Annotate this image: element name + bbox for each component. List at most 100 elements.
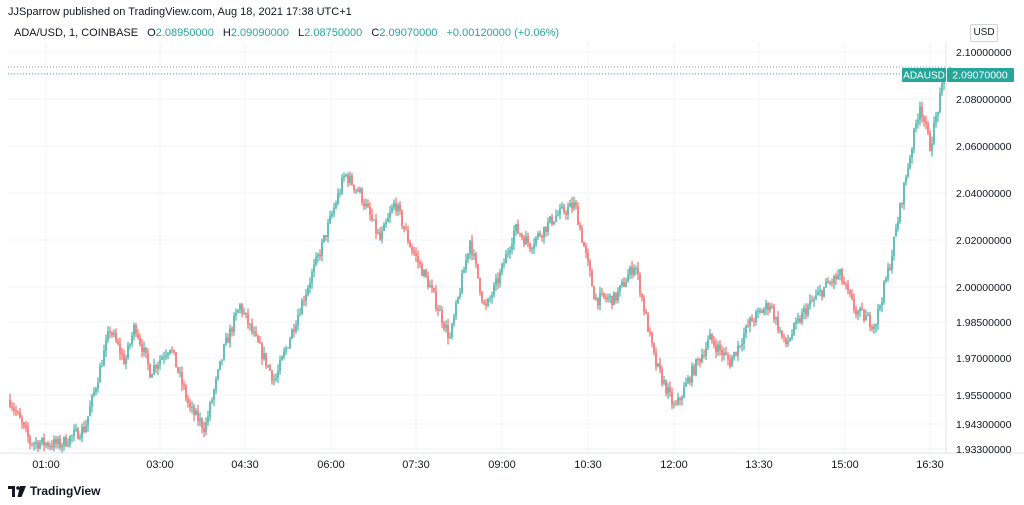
candle-body [917,119,919,124]
candle-body [81,426,83,438]
candle-body [503,263,505,265]
candle-body [35,441,37,444]
candle-body [155,365,157,369]
candle-body [769,306,771,311]
candle-body [899,203,901,222]
currency-button[interactable]: USD [970,24,998,42]
candle-body [449,337,451,339]
candle-body [679,397,681,400]
legend-high: 2.09090000 [230,27,289,39]
candle-body [921,106,923,118]
candle-body [209,402,211,417]
candle-body [649,331,651,333]
candle-body [463,269,465,274]
axes [0,42,1024,454]
price-tick-label: 2.04000000 [956,188,1012,200]
candle-body [939,92,941,113]
candle-body [507,252,509,254]
candle-body [833,275,835,284]
candle-body [843,281,845,285]
candle-body [343,176,345,178]
candle-body [853,298,855,311]
candle-body [745,325,747,334]
candle-body [307,287,309,295]
candle-body [779,330,781,332]
candle-body [659,363,661,370]
candle-body [51,445,53,448]
candle-body [207,416,209,423]
candle-body [515,223,517,231]
candle-body [541,235,543,238]
grid [8,42,946,453]
candle-body [31,443,33,445]
candle-body [589,261,591,271]
candle-body [545,226,547,232]
candle-body [115,333,117,341]
candle-body [753,321,755,323]
candle-body [829,282,831,284]
candle-body [393,203,395,208]
candle-body [193,406,195,416]
candle-body [279,360,281,371]
candle-body [671,392,673,405]
candle-body [581,228,583,243]
candle-body [801,312,803,323]
candle-body [841,269,843,282]
candle-body [807,305,809,315]
candle-body [145,347,147,354]
candle-body [57,438,59,444]
candle-body [23,422,25,426]
candle-body [539,233,541,236]
candle-body [711,333,713,341]
candle-body [363,202,365,207]
candle-body [471,240,473,256]
candle-body [383,224,385,231]
candle-body [663,380,665,384]
candle-body [275,377,277,380]
candle-body [125,358,127,364]
candle-body [289,338,291,348]
candle-body [923,117,925,122]
candle-body [49,445,51,447]
candle-body [67,444,69,446]
time-axis[interactable]: 01:00 03:00 04:30 06:00 07:30 09:00 10:30 12:00… [32,459,944,471]
candle-body [855,310,857,315]
candle-body [377,232,379,234]
candle-body [743,333,745,344]
candle-body [195,410,197,416]
candle-body [907,168,909,177]
candle-body [767,303,769,311]
candle-body [309,283,311,288]
price-tick-label: 2.00000000 [956,282,1012,294]
candle-body [111,332,113,336]
candle-body [765,303,767,310]
candle-body [633,268,635,275]
candle-body [101,365,103,367]
candle-body [273,379,275,381]
candle-body [699,359,701,362]
candle-body [703,354,705,356]
candle-body [531,248,533,250]
candle-body [291,329,293,339]
price-tick-label: 2.02000000 [956,235,1012,247]
candle-body [161,357,163,360]
price-axis[interactable]: 2.10000000 2.08000000 2.06000000 2.04000000… [956,47,1012,456]
candle-body [175,352,177,368]
candle-body [77,428,79,439]
candle-body [669,387,671,393]
candle-body [233,315,235,332]
candle-body [431,285,433,288]
candle-body [605,297,607,300]
candle-body [55,439,57,444]
candle-body [91,395,93,407]
candle-body [283,351,285,357]
candle-body [567,207,569,215]
candle-body [927,123,929,133]
candle-body [705,347,707,356]
legend-open-label: O [147,27,156,39]
candle-body [395,203,397,212]
candle-body [563,206,565,213]
candle-body [329,216,331,223]
candle-body [579,225,581,229]
